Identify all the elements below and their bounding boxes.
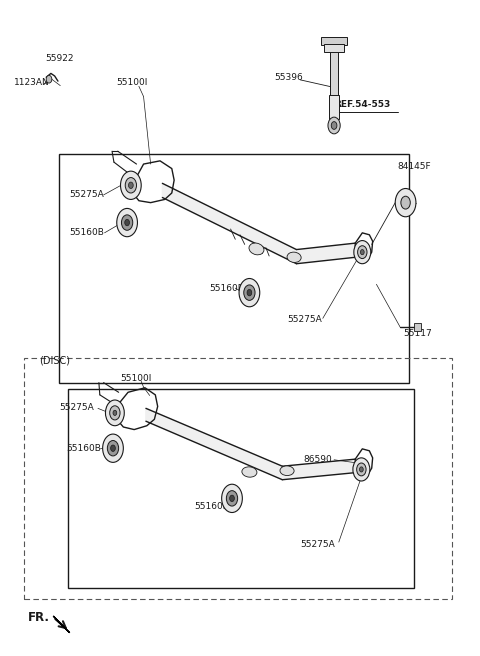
Text: 55922: 55922 xyxy=(45,54,73,63)
Text: 55275A: 55275A xyxy=(70,190,105,199)
Circle shape xyxy=(360,467,363,472)
Ellipse shape xyxy=(280,466,294,476)
Bar xyxy=(24,358,452,600)
Circle shape xyxy=(328,117,340,134)
Circle shape xyxy=(401,196,410,209)
Text: 1123AN: 1123AN xyxy=(14,78,50,87)
Circle shape xyxy=(357,463,366,476)
Bar xyxy=(68,389,414,588)
Text: 55160B: 55160B xyxy=(194,502,229,511)
Bar xyxy=(330,51,338,96)
Bar xyxy=(59,154,409,382)
Circle shape xyxy=(247,289,252,296)
Bar xyxy=(321,37,347,45)
Text: 55160B: 55160B xyxy=(209,283,244,293)
Ellipse shape xyxy=(249,243,264,255)
Bar xyxy=(414,323,421,331)
Circle shape xyxy=(222,484,242,512)
Text: 55275A: 55275A xyxy=(59,403,94,412)
Circle shape xyxy=(117,209,137,237)
Circle shape xyxy=(120,171,141,199)
Circle shape xyxy=(108,441,119,456)
Text: 55396: 55396 xyxy=(274,73,302,83)
Text: 55100I: 55100I xyxy=(117,78,148,87)
Ellipse shape xyxy=(242,467,257,477)
Circle shape xyxy=(46,75,52,83)
Polygon shape xyxy=(146,408,355,480)
Circle shape xyxy=(113,410,117,415)
Text: 84145F: 84145F xyxy=(397,161,431,171)
Bar xyxy=(329,94,339,119)
Circle shape xyxy=(360,249,364,255)
Text: 55275A: 55275A xyxy=(287,315,322,323)
Circle shape xyxy=(103,434,123,462)
Circle shape xyxy=(121,215,133,230)
Circle shape xyxy=(353,458,370,481)
Circle shape xyxy=(125,178,136,193)
Circle shape xyxy=(331,121,337,129)
Circle shape xyxy=(244,285,255,300)
Text: (DISC): (DISC) xyxy=(39,356,70,365)
Text: FR.: FR. xyxy=(27,611,49,624)
Circle shape xyxy=(110,445,115,451)
Bar xyxy=(324,44,345,52)
Circle shape xyxy=(239,279,260,307)
Circle shape xyxy=(106,400,124,426)
Text: 55117: 55117 xyxy=(404,329,432,338)
Text: 55100I: 55100I xyxy=(120,374,151,382)
Polygon shape xyxy=(162,184,355,264)
Polygon shape xyxy=(53,616,70,633)
Text: 55160B: 55160B xyxy=(66,444,101,453)
Circle shape xyxy=(358,246,367,258)
Text: 86590: 86590 xyxy=(303,455,332,464)
Text: 55275A: 55275A xyxy=(300,540,335,548)
Text: REF.54-553: REF.54-553 xyxy=(334,100,390,109)
Circle shape xyxy=(125,219,130,226)
Circle shape xyxy=(110,406,120,420)
Ellipse shape xyxy=(287,252,301,262)
Circle shape xyxy=(229,495,234,502)
Circle shape xyxy=(129,182,133,188)
Text: 55160B: 55160B xyxy=(70,228,105,237)
Circle shape xyxy=(395,188,416,216)
Circle shape xyxy=(227,491,238,506)
Circle shape xyxy=(354,241,371,264)
